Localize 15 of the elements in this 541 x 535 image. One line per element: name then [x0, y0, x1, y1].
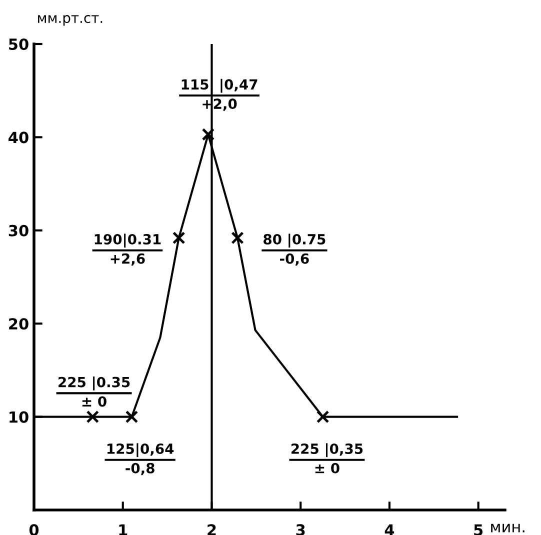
x-axis-title: мин.: [491, 524, 524, 532]
x-tick-label: 1: [119, 524, 128, 535]
y-tick-label: 20: [9, 318, 28, 330]
annotation: 225 |0.35 ± 0: [58, 376, 130, 407]
x-tick-label: 2: [208, 524, 216, 535]
annotation: 190|0.31 +2,6: [94, 234, 161, 266]
y-axis-title: мм.рт.ст.: [38, 15, 102, 26]
annotation: 80 |0.75 -0,6: [264, 234, 326, 266]
annotation: 125|0,64 -0,8: [107, 443, 174, 476]
x-tick-label: 4: [384, 524, 394, 535]
y-tick-label: 10: [10, 411, 28, 423]
y-tick-label: 50: [9, 38, 28, 50]
y-tick-label: 30: [8, 224, 28, 236]
y-tick-label: 40: [8, 132, 28, 144]
annotation: 225 |0,35 ± 0: [292, 443, 363, 474]
